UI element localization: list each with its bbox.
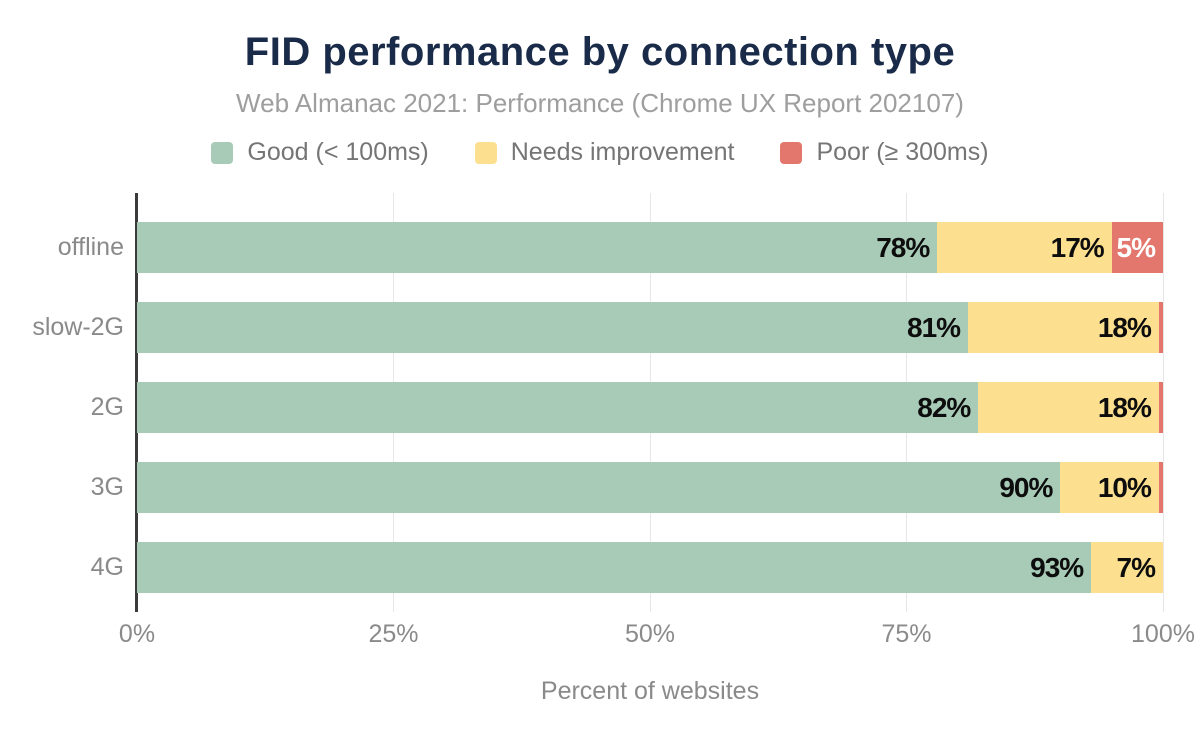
bar-row-offline: 78% 17% 5%	[137, 222, 1163, 273]
legend-swatch-poor	[780, 141, 803, 164]
x-tick-label: 50%	[624, 620, 676, 648]
legend-swatch-needs-improvement	[474, 141, 497, 164]
bar-value-label: 82%	[917, 392, 971, 423]
legend-label: Poor (≥ 300ms)	[816, 138, 989, 166]
x-axis-label: Percent of websites	[540, 677, 760, 705]
plot-area: 78% 17% 5% 81% 18% 82% 18% 90% 10% 93% 7%	[135, 193, 1164, 612]
legend-swatch-good	[211, 141, 234, 164]
bar-segment-good[interactable]: 90%	[137, 462, 1061, 513]
bar-segment-needs-improvement[interactable]: 17%	[937, 222, 1112, 273]
category-label-offline: offline	[57, 233, 124, 261]
bar-value-label: 81%	[907, 312, 961, 343]
bar-value-label: 18%	[1097, 312, 1152, 343]
y-axis-labels: offline slow-2G 2G 3G 4G	[0, 193, 124, 612]
bar-value-label: 78%	[876, 232, 930, 263]
legend-label: Needs improvement	[510, 138, 735, 166]
bar-segment-poor[interactable]	[1158, 302, 1163, 353]
chart-subtitle: Web Almanac 2021: Performance (Chrome UX…	[236, 88, 964, 118]
bar-value-label: 17%	[1050, 232, 1105, 263]
bar-segment-poor[interactable]	[1158, 382, 1163, 433]
legend: Good (< 100ms) Needs improvement Poor (≥ 3…	[0, 138, 1200, 167]
x-axis-ticks: 0% 25% 50% 75% 100%	[0, 620, 1200, 650]
bar-segment-good[interactable]: 81%	[137, 302, 969, 353]
bar-segment-good[interactable]: 82%	[137, 382, 979, 433]
bar-value-label: 93%	[1030, 552, 1084, 583]
legend-item-good[interactable]: Good (< 100ms)	[211, 138, 429, 167]
category-label-slow-2G: slow-2G	[32, 313, 124, 341]
bar-segment-needs-improvement[interactable]: 18%	[978, 382, 1159, 433]
bar-segment-needs-improvement[interactable]: 18%	[968, 302, 1159, 353]
bar-segment-poor[interactable]: 5%	[1111, 222, 1163, 273]
chart-title: FID performance by connection type	[244, 30, 956, 74]
category-label-3G: 3G	[90, 473, 124, 501]
bar-value-label: 7%	[1116, 552, 1156, 583]
bar-value-label: 5%	[1116, 232, 1156, 263]
category-label-2G: 2G	[90, 393, 124, 421]
bar-segment-good[interactable]: 93%	[137, 542, 1092, 593]
x-tick-label: 75%	[881, 620, 932, 648]
x-tick-label: 25%	[368, 620, 419, 648]
bar-row-4G: 93% 7%	[137, 542, 1163, 593]
x-tick-label: 0%	[118, 620, 156, 648]
y-axis-line	[135, 193, 138, 612]
legend-item-needs-improvement[interactable]: Needs improvement	[474, 138, 735, 167]
bar-value-label: 90%	[999, 472, 1053, 503]
bar-segment-poor[interactable]	[1158, 462, 1163, 513]
bar-value-label: 18%	[1097, 392, 1152, 423]
gridline	[1162, 193, 1164, 612]
bar-value-label: 10%	[1097, 472, 1152, 503]
bar-segment-needs-improvement[interactable]: 10%	[1060, 462, 1159, 513]
x-tick-label: 100%	[1131, 620, 1195, 648]
bar-segment-good[interactable]: 78%	[137, 222, 938, 273]
bar-segment-needs-improvement[interactable]: 7%	[1091, 542, 1163, 593]
legend-label: Good (< 100ms)	[247, 138, 429, 166]
bar-row-2G: 82% 18%	[137, 382, 1163, 433]
bar-row-slow-2G: 81% 18%	[137, 302, 1163, 353]
category-label-4G: 4G	[90, 553, 124, 581]
bar-row-3G: 90% 10%	[137, 462, 1163, 513]
legend-item-poor[interactable]: Poor (≥ 300ms)	[780, 138, 989, 167]
